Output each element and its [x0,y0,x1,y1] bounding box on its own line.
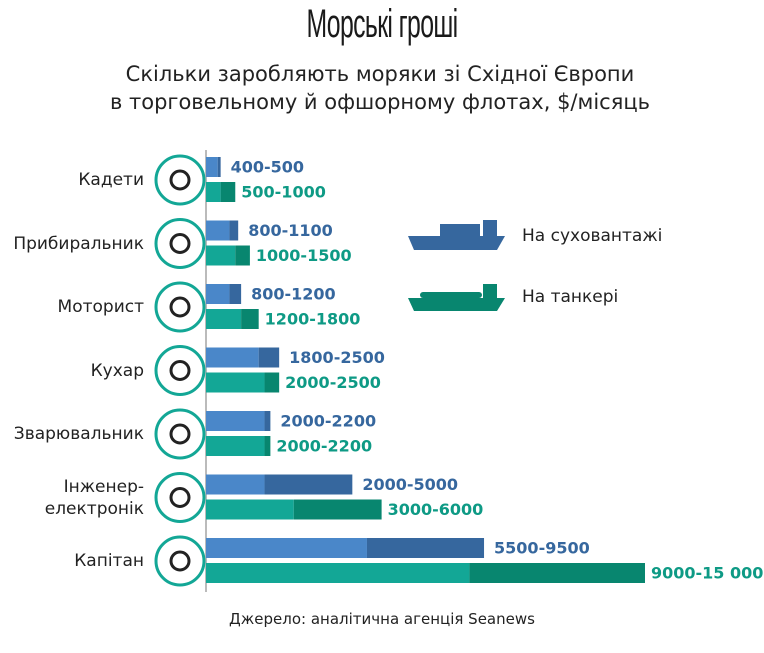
value-label: 1000-1500 [256,246,352,265]
bar-low [206,372,265,393]
value-label: 3000-6000 [388,500,484,519]
value-label: 2000-2200 [276,437,372,456]
value-label: 1200-1800 [265,310,361,329]
icon-circle [154,345,206,396]
bar-range [217,157,221,177]
bar-range [229,284,242,304]
bar-range [220,182,236,202]
title: Морські гроші [306,2,458,46]
icon-glyph [169,550,191,572]
icon-glyph [169,423,191,445]
subtitle: Скільки заробляють моряки зі Східної Євр… [109,62,651,114]
bar-range [264,411,271,431]
source: Джерело: аналітична агенція Seanews [229,610,535,628]
bar-low [206,499,294,520]
value-label: 5500-9500 [494,539,590,558]
icon-glyph [169,233,191,254]
legend-label: На танкері [522,287,619,307]
bar-low [206,157,218,177]
category-label: Кадети [78,170,144,190]
value-label: 500-1000 [241,183,326,202]
bar-range [469,563,645,583]
bar-low [206,220,230,241]
bar-range [264,474,353,495]
value-label: 2000-2200 [280,412,376,431]
bar-range [258,347,280,368]
bar-range [366,538,485,558]
bar-low [206,182,221,202]
category-label: Інженер- електронік [44,476,144,519]
bar-range [235,245,250,266]
bar-low [206,245,236,266]
icon-glyph [169,360,191,381]
bar-range [264,372,280,393]
bar-low [206,411,265,431]
icon-circle [154,154,206,206]
bar-range [293,499,382,520]
bar-low [206,474,265,495]
bar-low [206,284,230,304]
bar-low [206,436,265,456]
icon-glyph [169,296,191,318]
icon-circle [154,408,206,460]
bar-low [206,563,470,583]
bar-range [229,220,239,241]
legend-label: На суховантажі [522,226,663,246]
icon-circle [154,472,206,523]
bar-low [206,347,259,368]
icon-circle [154,218,206,269]
legend-ship-dry [408,220,505,250]
bar-low [206,538,367,558]
bar-range [241,309,259,329]
legend-ship-tanker [408,284,505,311]
category-label: Капітан [74,551,144,571]
category-label: Моторист [57,297,144,317]
value-label: 2000-5000 [362,475,458,494]
value-label: 400-500 [231,158,304,177]
category-label: Прибиральник [13,233,144,254]
category-label: Зварювальник [13,424,144,444]
icon-circle [154,535,206,587]
value-label: 9000-15 000 [651,564,763,583]
value-label: 1800-2500 [289,348,385,367]
icon-circle [154,281,206,333]
value-label: 800-1200 [251,285,336,304]
icon-glyph [169,487,191,508]
icon-glyph [169,169,191,191]
bar-low [206,309,242,329]
category-label: Кухар [90,360,144,381]
value-label: 2000-2500 [285,373,381,392]
value-label: 800-1100 [248,221,333,240]
bar-range [264,436,271,456]
